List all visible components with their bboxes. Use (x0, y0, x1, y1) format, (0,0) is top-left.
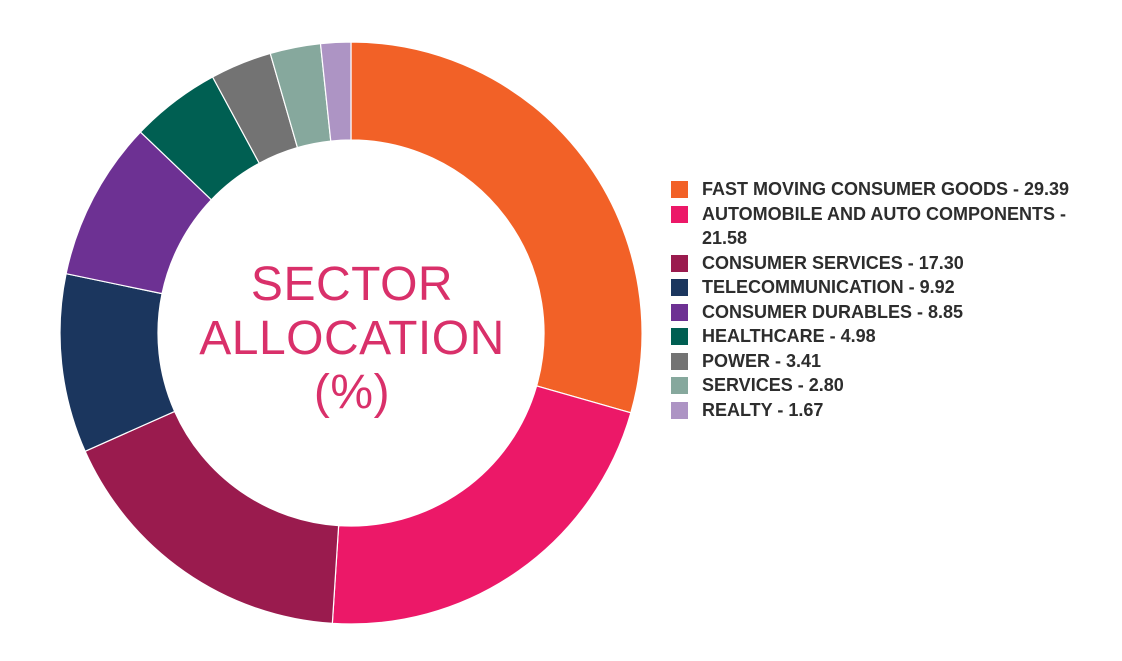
legend-label-realty: REALTY - 1.67 (702, 399, 824, 420)
legend-item-realty: REALTY - 1.67 (668, 398, 1108, 423)
legend-swatch-consumer-services (671, 254, 688, 272)
donut-slice-consumer-services (84, 410, 340, 625)
legend-swatch-consumer-durables (671, 303, 688, 321)
legend-label-services: SERVICES - 2.80 (702, 375, 844, 395)
chart-title-line-3: (%) (313, 365, 391, 419)
chart-title-line-2: ALLOCATION (199, 311, 505, 365)
legend-item-power: POWER - 3.41 (668, 349, 1108, 374)
legend-item-automobile: AUTOMOBILE AND AUTO COMPONENTS - 21.58 (668, 202, 1108, 251)
legend-item-consumer-durables: CONSUMER DURABLES - 8.85 (668, 300, 1108, 325)
legend-swatch-automobile (671, 205, 688, 223)
chart-title-line-1: SECTOR (250, 258, 454, 311)
donut-slice-automobile (331, 385, 632, 625)
legend-item-consumer-services: CONSUMER SERVICES - 17.30 (668, 251, 1108, 276)
legend-label-healthcare: HEALTHCARE - 4.98 (702, 326, 876, 346)
legend-item-fmcg: FAST MOVING CONSUMER GOODS - 29.39 (668, 177, 1108, 202)
legend-item-services: SERVICES - 2.80 (668, 373, 1108, 398)
legend-swatch-telecommunication (671, 279, 688, 296)
donut-slice-realty (319, 41, 352, 142)
chart-title: SECTOR ALLOCATION (%) (188, 258, 516, 419)
legend-label-consumer-durables: CONSUMER DURABLES - 8.85 (702, 301, 964, 322)
legend-label-fmcg: FAST MOVING CONSUMER GOODS - 29.39 (702, 179, 1070, 199)
legend-label-telecommunication: TELECOMMUNICATION - 9.92 (702, 277, 955, 297)
legend-label-power: POWER - 3.41 (702, 350, 822, 371)
legend-swatch-services (671, 377, 688, 394)
legend-item-healthcare: HEALTHCARE - 4.98 (668, 324, 1108, 349)
legend-item-telecommunication: TELECOMMUNICATION - 9.92 (668, 275, 1108, 300)
legend-swatch-power (671, 352, 688, 370)
legend-swatch-realty (671, 401, 688, 419)
legend: FAST MOVING CONSUMER GOODS - 29.39 AUTOM… (668, 177, 1108, 422)
legend-label-automobile: AUTOMOBILE AND AUTO COMPONENTS - 21.58 (702, 203, 1066, 249)
donut-slice-fmcg (350, 41, 643, 414)
legend-swatch-healthcare (671, 328, 688, 345)
legend-swatch-fmcg (671, 181, 688, 198)
legend-label-consumer-services: CONSUMER SERVICES - 17.30 (702, 252, 964, 273)
